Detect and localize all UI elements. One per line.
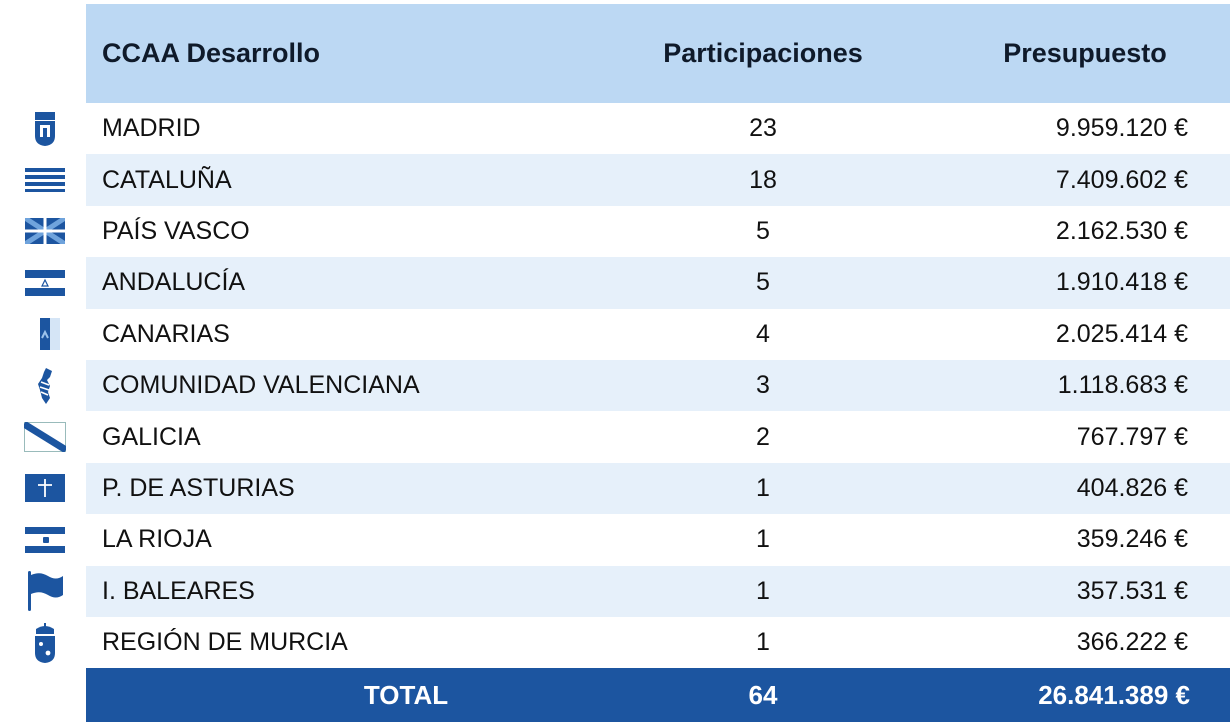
presupuesto-value: 404.826 € (1076, 473, 1188, 502)
ccaa-budget-table: CCAA Desarrollo Participaciones Presupue… (86, 4, 1230, 723)
andalucia-flag-icon (0, 257, 86, 308)
presupuesto-value: 2.162.530 € (1055, 216, 1188, 245)
region-name: MADRID (102, 114, 201, 143)
table-row: COMUNIDAD VALENCIANA 3 1.118.683 € (86, 359, 1230, 412)
total-label: TOTAL (363, 679, 449, 710)
table-header: CCAA Desarrollo Participaciones Presupue… (86, 4, 1230, 103)
participaciones-value: 18 (749, 165, 777, 194)
table-row: P. DE ASTURIAS 1 404.826 € (86, 462, 1230, 515)
murcia-coat-of-arms-icon (0, 617, 86, 668)
participaciones-value: 5 (756, 268, 770, 297)
total-row: TOTAL 64 26.841.389 € (86, 668, 1230, 723)
cataluna-flag-icon (0, 154, 86, 205)
table-row: CANARIAS 4 2.025.414 € (86, 309, 1230, 360)
madrid-coat-of-arms-icon (0, 103, 86, 154)
presupuesto-value: 9.959.120 € (1055, 114, 1188, 143)
presupuesto-value: 767.797 € (1076, 422, 1188, 451)
region-name: P. DE ASTURIAS (102, 473, 295, 502)
total-participaciones: 64 (748, 679, 778, 710)
table-row: ANDALUCÍA 5 1.910.418 € (86, 257, 1230, 309)
region-icons-column (0, 103, 86, 668)
presupuesto-value: 357.531 € (1076, 576, 1188, 605)
table-row: MADRID 23 9.959.120 € (86, 103, 1230, 154)
participaciones-value: 2 (756, 422, 770, 451)
region-name: CATALUÑA (102, 165, 232, 194)
table-row: I. BALEARES 1 357.531 € (86, 565, 1230, 617)
participaciones-value: 5 (756, 216, 770, 245)
canarias-flag-icon (0, 309, 86, 360)
region-name: REGIÓN DE MURCIA (102, 628, 348, 657)
header-presupuesto: Presupuesto (1003, 38, 1167, 68)
region-name: PAÍS VASCO (102, 216, 250, 245)
table-row: LA RIOJA 1 359.246 € (86, 514, 1230, 565)
region-name: LA RIOJA (102, 525, 212, 554)
presupuesto-value: 2.025.414 € (1055, 319, 1188, 348)
participaciones-value: 1 (756, 628, 770, 657)
table-row: PAÍS VASCO 5 2.162.530 € (86, 206, 1230, 257)
region-name: GALICIA (102, 422, 201, 451)
region-name: ANDALUCÍA (102, 268, 246, 297)
participaciones-value: 4 (756, 319, 770, 348)
header-participaciones: Participaciones (663, 38, 863, 68)
header-ccaa: CCAA Desarrollo (102, 38, 321, 68)
participaciones-value: 1 (756, 525, 770, 554)
participaciones-value: 1 (756, 576, 770, 605)
table-row: REGIÓN DE MURCIA 1 366.222 € (86, 617, 1230, 668)
participaciones-value: 23 (749, 114, 777, 143)
table-row: GALICIA 2 767.797 € (86, 411, 1230, 462)
presupuesto-value: 366.222 € (1076, 628, 1188, 657)
region-name: CANARIAS (102, 319, 230, 348)
region-name: I. BALEARES (102, 576, 255, 605)
presupuesto-value: 359.246 € (1076, 525, 1188, 554)
presupuesto-value: 7.409.602 € (1055, 165, 1188, 194)
table-row: CATALUÑA 18 7.409.602 € (86, 154, 1230, 206)
pais-vasco-flag-icon (0, 206, 86, 257)
baleares-flag-icon (0, 566, 86, 617)
la-rioja-flag-icon (0, 514, 86, 565)
presupuesto-value: 1.910.418 € (1055, 268, 1188, 297)
galicia-flag-icon (0, 411, 86, 462)
region-name: COMUNIDAD VALENCIANA (102, 371, 420, 400)
participaciones-value: 1 (756, 473, 770, 502)
participaciones-value: 3 (756, 371, 770, 400)
presupuesto-value: 1.118.683 € (1057, 371, 1188, 400)
asturias-flag-icon (0, 463, 86, 514)
comunidad-valenciana-map-icon (0, 360, 86, 411)
total-presupuesto: 26.841.389 € (1038, 679, 1190, 710)
